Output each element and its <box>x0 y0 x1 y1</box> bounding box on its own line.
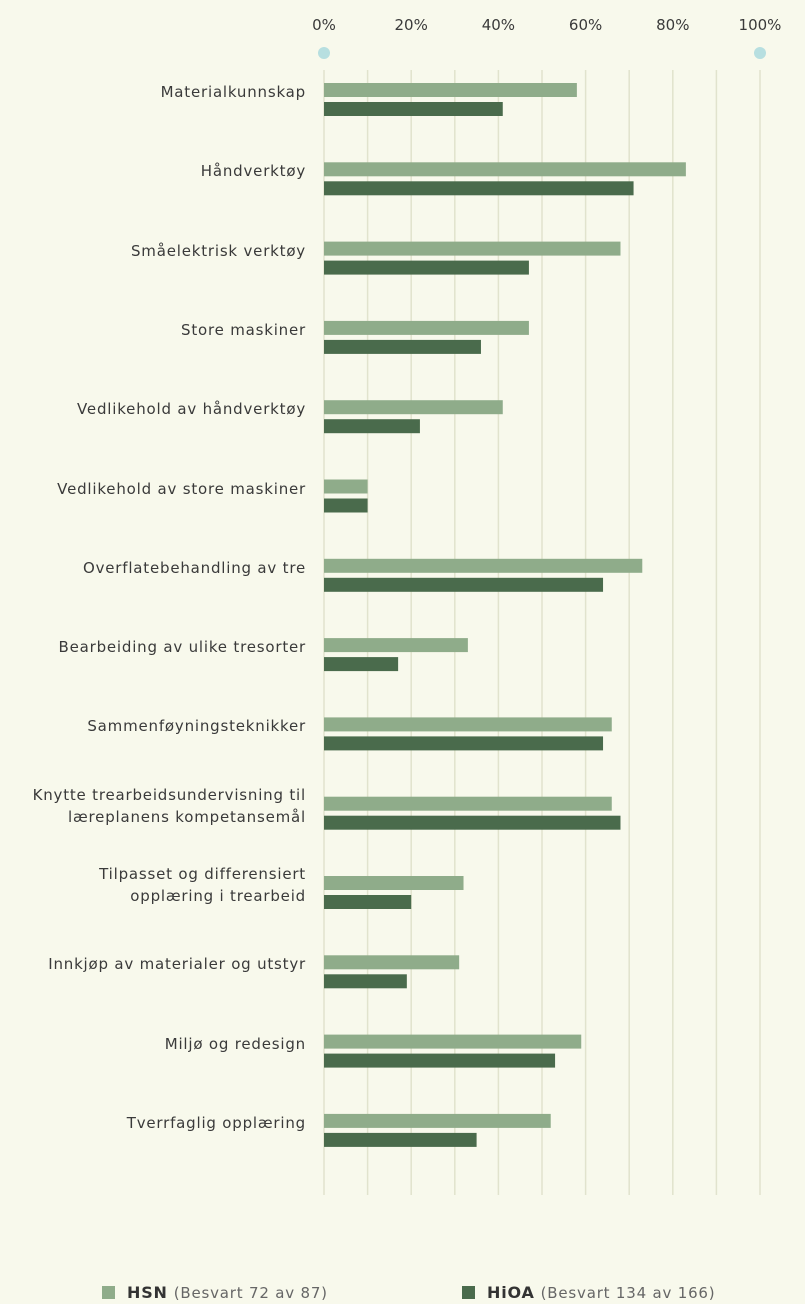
bar <box>324 419 420 434</box>
bar <box>324 339 481 354</box>
bar <box>324 577 604 592</box>
bar <box>324 400 503 415</box>
bar <box>324 657 399 672</box>
x-tick-label: 100% <box>738 16 782 34</box>
bar <box>324 162 686 177</box>
legend-swatch <box>102 1286 115 1299</box>
category-label: Småelektrisk verktøy <box>130 241 306 260</box>
category-label: Materialkunnskap <box>160 83 306 101</box>
x-tick-label: 60% <box>568 16 603 34</box>
bar <box>324 558 643 573</box>
bar <box>324 876 464 890</box>
category-label: Miljø og redesign <box>164 1034 306 1053</box>
legend-item: HSN (Besvart 72 av 87) <box>102 1283 328 1302</box>
axis-dot <box>318 47 330 59</box>
axis-dot <box>754 47 766 59</box>
category-label: Knytte trearbeidsundervisning til lærepl… <box>32 785 306 826</box>
category-label: Tilpasset og differensiert opplæring i t… <box>99 865 306 905</box>
bar <box>324 974 407 989</box>
category-label: Tverrfaglig opplæring <box>126 1113 306 1132</box>
legend-note: (Besvart 72 av 87) <box>173 1284 328 1302</box>
bar <box>324 260 529 275</box>
bar <box>324 1034 582 1049</box>
bar <box>324 1132 477 1147</box>
legend-swatch <box>462 1286 475 1299</box>
legend-name: HSN <box>127 1283 168 1302</box>
x-tick-label: 0% <box>312 16 336 34</box>
bar <box>324 1113 551 1128</box>
bar <box>324 638 468 653</box>
bar <box>324 895 412 909</box>
bar <box>324 498 368 513</box>
category-label: Vedlikehold av håndverktøy <box>77 400 306 419</box>
x-tick-label: 20% <box>394 16 428 34</box>
category-label: Sammenføyningsteknikker <box>87 717 306 736</box>
bar <box>324 102 503 116</box>
legend-note: (Besvart 134 av 166) <box>540 1284 716 1302</box>
bar <box>324 717 612 732</box>
legend-item: HiOA (Besvart 134 av 166) <box>462 1283 715 1302</box>
bar <box>324 796 612 811</box>
bar <box>324 479 368 494</box>
bar <box>324 955 460 970</box>
category-label: Overflatebehandling av tre <box>82 558 306 577</box>
category-label: Innkjøp av materialer og utstyr <box>48 955 306 974</box>
bar <box>324 815 621 830</box>
bar <box>324 736 604 751</box>
bar <box>324 83 577 97</box>
category-label: Vedlikehold av store maskiner <box>57 479 306 498</box>
bar <box>324 1053 556 1068</box>
bar <box>324 320 529 335</box>
x-tick-label: 80% <box>656 16 690 34</box>
bar <box>324 241 621 256</box>
x-tick-label: 40% <box>481 16 516 34</box>
legend-name: HiOA <box>487 1283 535 1302</box>
category-label: Håndverktøy <box>200 162 306 181</box>
category-label: Store maskiner <box>181 320 306 339</box>
category-label: Bearbeiding av ulike tresorter <box>58 638 306 657</box>
bar <box>324 181 634 196</box>
